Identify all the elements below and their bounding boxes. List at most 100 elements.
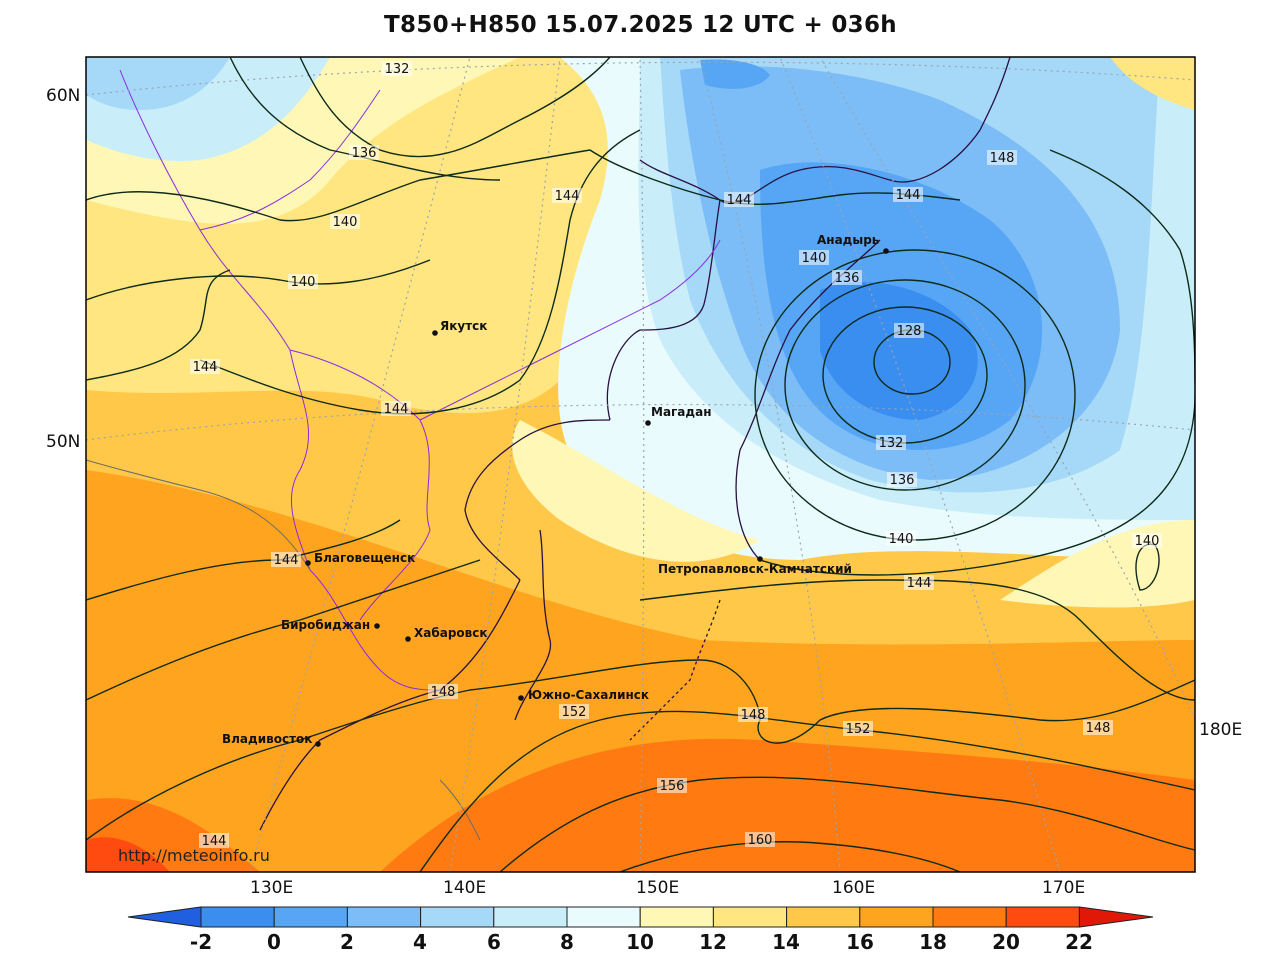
svg-text:140: 140 (802, 251, 827, 266)
colorbar-segment-12 (1005, 906, 1080, 928)
colorbar-label: 10 (626, 930, 654, 954)
contour-label: 144 (381, 401, 411, 417)
colorbar-label: 14 (772, 930, 800, 954)
city-markers: Якутск Анадырь Магадан Петропавловск-Кам… (222, 233, 889, 747)
colorbar-segment-2 (273, 906, 348, 928)
svg-text:160: 160 (748, 833, 773, 848)
svg-text:136: 136 (835, 271, 860, 286)
contour-label: 160 (745, 832, 775, 848)
contour-labels: 132 136 140 144 144 144 148 144 140 136 … (190, 61, 1162, 849)
svg-text:140: 140 (1135, 534, 1160, 549)
svg-text:132: 132 (879, 436, 904, 451)
svg-text:132: 132 (385, 62, 410, 77)
chart-title: T850+H850 15.07.2025 12 UTC + 036h (384, 12, 897, 38)
svg-text:128: 128 (897, 324, 922, 339)
contour-label: 140 (799, 250, 829, 266)
svg-text:144: 144 (274, 553, 299, 568)
lon-label-140e: 140E (443, 878, 487, 898)
colorbar-segment-13 (1078, 906, 1154, 928)
contour-label: 144 (190, 359, 220, 375)
svg-text:140: 140 (889, 532, 914, 547)
svg-text:136: 136 (352, 146, 377, 161)
svg-text:144: 144 (202, 834, 227, 849)
contour-label: 144 (893, 187, 923, 203)
colorbar-segment-11 (932, 906, 1007, 928)
svg-text:Биробиджан: Биробиджан (281, 618, 370, 632)
svg-text:152: 152 (846, 722, 871, 737)
map-frame (85, 56, 1196, 873)
colorbar-segment-10 (859, 906, 934, 928)
colorbar-segment-9 (786, 906, 861, 928)
svg-text:Анадырь: Анадырь (817, 233, 880, 247)
contour-label: 140 (1132, 533, 1162, 549)
svg-text:156: 156 (660, 779, 685, 794)
lat-label-50n: 50N (46, 432, 81, 452)
svg-text:Якутск: Якутск (440, 319, 487, 333)
svg-text:148: 148 (741, 708, 766, 723)
city-vladivostok: Владивосток (222, 732, 321, 747)
svg-text:136: 136 (890, 473, 915, 488)
svg-text:144: 144 (907, 576, 932, 591)
svg-text:148: 148 (431, 685, 456, 700)
city-khabarovsk: Хабаровск (405, 626, 488, 642)
svg-text:140: 140 (333, 215, 358, 230)
contour-label: 148 (428, 684, 458, 700)
colorbar-segment-4 (420, 906, 495, 928)
contour-label: 140 (886, 531, 916, 547)
city-birobidzhan: Биробиджан (281, 618, 380, 632)
colorbar-label: 0 (267, 930, 281, 954)
contour-label: 152 (559, 704, 589, 720)
contour-label: 144 (271, 552, 301, 568)
graticule (86, 57, 1195, 872)
contour-label: 156 (657, 778, 687, 794)
contour-label: 148 (987, 150, 1017, 166)
colorbar-label: 22 (1065, 930, 1093, 954)
contour-label: 136 (832, 270, 862, 286)
svg-text:Южно-Сахалинск: Южно-Сахалинск (528, 688, 649, 702)
city-yuzhno-sakhalinsk: Южно-Сахалинск (518, 688, 649, 702)
svg-text:144: 144 (555, 189, 580, 204)
svg-text:Благовещенск: Благовещенск (314, 551, 415, 565)
svg-text:144: 144 (727, 193, 752, 208)
contour-label: 136 (887, 472, 917, 488)
contour-label: 152 (843, 721, 873, 737)
lon-label-180e: 180E (1199, 720, 1243, 740)
contour-label: 132 (382, 61, 412, 77)
lon-label-130e: 130E (250, 878, 294, 898)
svg-text:Хабаровск: Хабаровск (414, 626, 488, 640)
contour-label: 136 (349, 145, 379, 161)
colorbar-label: -2 (189, 930, 213, 954)
colorbar-segment-6 (566, 906, 641, 928)
source-credit[interactable]: http://meteoinfo.ru (118, 846, 270, 865)
contour-label: 144 (199, 833, 229, 849)
contour-label: 148 (1083, 720, 1113, 736)
svg-text:144: 144 (896, 188, 921, 203)
contour-label: 140 (330, 214, 360, 230)
colorbar-label: 12 (699, 930, 727, 954)
city-petropavlovsk: Петропавловск-Камчатский (658, 556, 852, 576)
colorbar-segment-3 (346, 906, 422, 928)
lon-label-160e: 160E (832, 878, 876, 898)
colorbar-label: 18 (919, 930, 947, 954)
city-yakutsk: Якутск (432, 319, 487, 336)
svg-text:144: 144 (384, 402, 409, 417)
city-blagoveshchensk: Благовещенск (305, 551, 415, 566)
contour-label: 140 (288, 274, 318, 290)
svg-text:Владивосток: Владивосток (222, 732, 312, 746)
lat-label-60n: 60N (46, 86, 81, 106)
svg-text:140: 140 (291, 275, 316, 290)
svg-text:152: 152 (562, 705, 587, 720)
colorbar-label: 2 (340, 930, 354, 954)
contour-label: 144 (552, 188, 582, 204)
contour-label: 128 (894, 323, 924, 339)
svg-text:148: 148 (990, 151, 1015, 166)
colorbar-segment-1 (200, 906, 275, 928)
colorbar-segment-5 (493, 906, 568, 928)
contour-label: 144 (724, 192, 754, 208)
svg-text:Петропавловск-Камчатский: Петропавловск-Камчатский (658, 562, 852, 576)
temperature-field (86, 57, 1195, 872)
colorbar (127, 906, 1154, 928)
svg-text:Магадан: Магадан (651, 405, 712, 419)
city-anadyr: Анадырь (817, 233, 889, 254)
